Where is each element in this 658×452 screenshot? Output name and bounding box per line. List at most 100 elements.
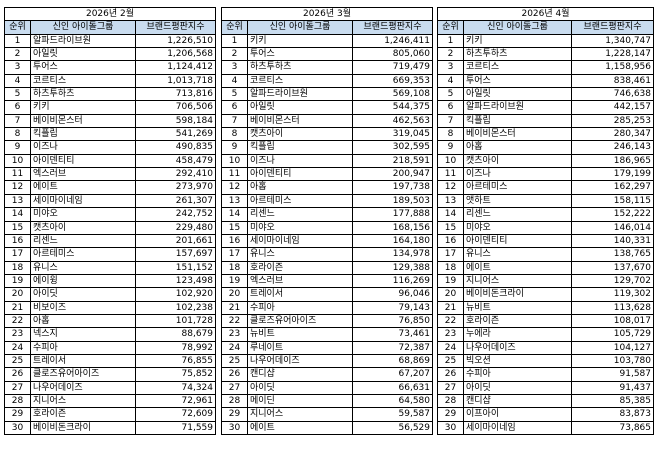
table-row: 11 이즈나 179,199 [437,167,654,182]
table-row: 30 에이트 56,529 [221,420,433,436]
group-name-cell: 아이덴티티 [463,233,572,249]
rank-cell: 10 [437,153,464,169]
table-row: 22 아홉 101,728 [4,313,216,329]
month-title: 2026년 4월 [437,6,654,22]
brand-score-cell: 68,869 [352,353,433,369]
rank-cell: 25 [437,353,464,369]
rank-header: 순위 [221,20,248,35]
table-row: 28 캔디샵 85,385 [437,393,654,409]
group-name-cell: 호라이즌 [463,313,572,329]
group-name-cell: 미야오 [463,220,572,235]
group-name-cell: 베이비돈크라이 [463,287,572,302]
brand-score-cell: 273,970 [135,180,216,195]
rank-cell: 6 [221,100,248,115]
brand-score-cell: 138,765 [571,247,654,262]
group-name-cell: 지니어스 [247,407,353,422]
brand-score-cell: 73,865 [571,420,654,436]
table-row: 5 하츠투하츠 713,816 [4,87,216,102]
group-name-cell: 알파드라이브원 [247,87,353,102]
rank-cell: 30 [437,420,464,436]
table-row: 16 아이덴티티 140,331 [437,233,654,249]
brand-score-cell: 151,152 [135,260,216,275]
rank-cell: 13 [4,193,31,209]
brand-score-cell: 164,180 [352,233,433,249]
brand-score-cell: 189,503 [352,193,433,209]
rank-cell: 6 [437,100,464,115]
table-row: 21 수피아 79,143 [221,300,433,315]
brand-score-cell: 129,702 [571,273,654,289]
table-row: 3 하츠투하츠 719,479 [221,60,433,75]
group-name-cell: 빅오션 [463,353,572,369]
brand-score-cell: 302,595 [352,140,433,155]
group-header: 신인 아이돌그룹 [30,20,136,35]
brand-score-cell: 103,780 [571,353,654,369]
rank-cell: 18 [437,260,464,275]
group-name-cell: 뉴비트 [247,327,353,342]
rank-cell: 26 [221,367,248,382]
group-name-cell: 유니스 [247,247,353,262]
table-row: 25 나우어데이즈 68,869 [221,353,433,369]
table-row: 1 알파드라이브원 1,226,510 [4,33,216,49]
brand-score-cell: 108,017 [571,313,654,329]
brand-score-cell: 78,992 [135,340,216,355]
rank-cell: 15 [437,220,464,235]
group-name-cell: 비보이즈 [30,300,136,315]
table-row: 14 미야오 242,752 [4,207,216,222]
group-name-cell: 하츠투하츠 [463,47,572,62]
rank-cell: 17 [4,247,31,262]
rank-cell: 24 [437,340,464,355]
group-name-cell: 나우어데이즈 [30,380,136,395]
group-name-cell: 아이딧 [30,287,136,302]
rank-cell: 4 [437,73,464,89]
group-name-cell: 넥스지 [30,327,136,342]
brand-score-cell: 200,947 [352,167,433,182]
rank-cell: 30 [4,420,31,436]
group-name-cell: 투어스 [247,47,353,62]
rank-cell: 8 [437,127,464,142]
brand-score-cell: 72,387 [352,340,433,355]
group-name-cell: 하츠투하츠 [30,87,136,102]
rank-cell: 23 [437,327,464,342]
table-row: 7 킥플립 285,253 [437,113,654,129]
group-name-cell: 에이트 [463,260,572,275]
table-row: 15 미야오 146,014 [437,220,654,235]
rank-cell: 13 [437,193,464,209]
rank-cell: 12 [4,180,31,195]
group-name-cell: 에이트 [247,420,353,436]
rank-cell: 4 [4,73,31,89]
rank-cell: 16 [437,233,464,249]
brand-score-cell: 72,961 [135,393,216,409]
rank-cell: 19 [221,273,248,289]
group-name-cell: 아홉 [463,140,572,155]
group-name-cell: 알파드라이브원 [463,100,572,115]
table-row: 23 누에라 105,729 [437,327,654,342]
brand-score-cell: 75,852 [135,367,216,382]
rank-cell: 10 [4,153,31,169]
table-row: 10 이즈나 218,591 [221,153,433,169]
group-name-cell: 캣츠아이 [463,153,572,169]
table-row: 20 아이딧 102,920 [4,287,216,302]
group-name-cell: 아이딧 [247,380,353,395]
table-row: 19 지니어스 129,702 [437,273,654,289]
table-row: 27 나우어데이즈 74,324 [4,380,216,395]
group-name-cell: 에이윙 [30,273,136,289]
group-name-cell: 베이비돈크라이 [30,420,136,436]
table-row: 21 비보이즈 102,238 [4,300,216,315]
brand-score-cell: 541,269 [135,127,216,142]
brand-score-cell: 197,738 [352,180,433,195]
group-name-cell: 캔디샵 [463,393,572,409]
group-name-cell: 킥플립 [463,113,572,129]
rank-cell: 22 [437,313,464,329]
rank-cell: 2 [437,47,464,62]
table-row: 23 넥스지 88,679 [4,327,216,342]
table-row: 20 베이비돈크라이 119,302 [437,287,654,302]
table-row: 26 수피아 91,587 [437,367,654,382]
rank-cell: 27 [221,380,248,395]
rank-cell: 5 [437,87,464,102]
group-header: 신인 아이돌그룹 [463,20,572,35]
brand-score-cell: 805,060 [352,47,433,62]
group-name-cell: 코르티스 [30,73,136,89]
group-name-cell: 나우어데이즈 [463,340,572,355]
table-row: 26 캔디샵 67,207 [221,367,433,382]
table-row: 13 세이마이네임 261,307 [4,193,216,209]
